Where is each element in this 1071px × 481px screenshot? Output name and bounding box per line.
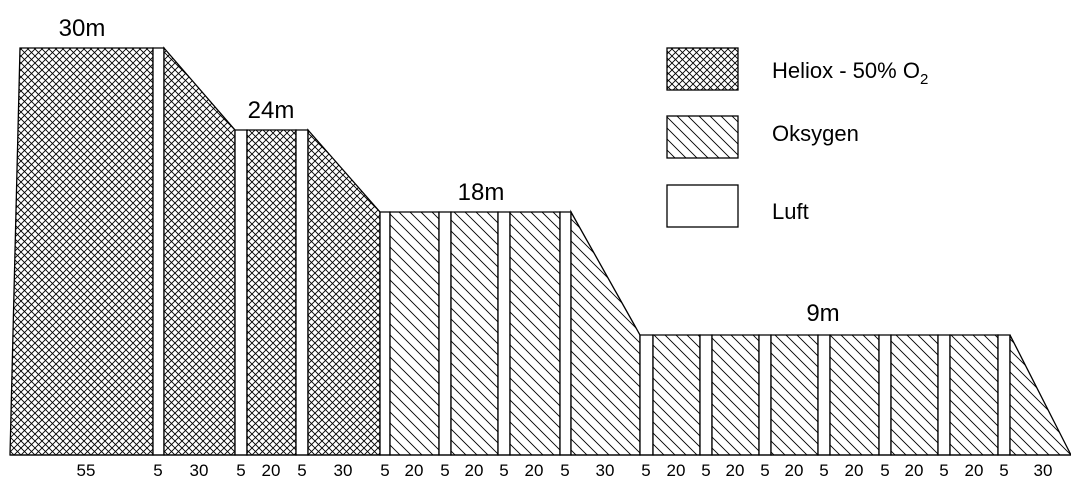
- segment-28-oxygen: [1009, 334, 1071, 456]
- time-label-27: 5: [999, 461, 1008, 480]
- time-label-17: 5: [701, 461, 710, 480]
- time-label-5: 5: [297, 461, 306, 480]
- time-label-11: 5: [499, 461, 508, 480]
- time-label-12: 20: [525, 461, 544, 480]
- time-label-8: 20: [405, 461, 424, 480]
- time-label-9: 5: [440, 461, 449, 480]
- segment-19-air: [758, 334, 772, 456]
- segment-23-air: [878, 334, 892, 456]
- segment-25-air: [937, 334, 951, 456]
- segment-12-oxygen: [509, 211, 561, 456]
- time-label-3: 5: [236, 461, 245, 480]
- segment-9-air: [438, 211, 452, 456]
- segment-5-air: [295, 129, 309, 456]
- time-label-21: 5: [819, 461, 828, 480]
- time-label-15: 5: [641, 461, 650, 480]
- time-label-6: 30: [334, 461, 353, 480]
- segment-22-oxygen: [829, 334, 880, 456]
- time-label-22: 20: [845, 461, 864, 480]
- time-label-10: 20: [465, 461, 484, 480]
- time-label-7: 5: [380, 461, 389, 480]
- depth-label-30m: 30m: [59, 15, 106, 42]
- segment-16-oxygen: [652, 334, 701, 456]
- segment-6-heliox: [307, 128, 381, 456]
- segment-1-air: [152, 47, 165, 456]
- segment-14-oxygen: [570, 209, 641, 456]
- time-label-2: 30: [190, 461, 209, 480]
- segment-15-air: [639, 334, 654, 456]
- segment-13-air: [559, 211, 572, 456]
- time-labels: 55 5 30 5 20 5 30 5 20 5 20 5 20 5 30 5 20 5 20 5 20 5 20 5 20 5 2…: [77, 461, 1053, 480]
- time-label-14: 30: [596, 461, 615, 480]
- time-label-20: 20: [785, 461, 804, 480]
- legend-swatch-heliox: [666, 47, 739, 91]
- segment-20-oxygen: [770, 334, 819, 456]
- segment-18-oxygen: [711, 334, 760, 456]
- legend-swatch-air: [666, 184, 739, 228]
- time-label-0: 55: [77, 461, 96, 480]
- time-label-19: 5: [760, 461, 769, 480]
- time-label-1: 5: [153, 461, 162, 480]
- legend-label-oxygen: Oksygen: [772, 121, 859, 146]
- segment-7-air: [379, 211, 391, 456]
- depth-label-18m: 18m: [458, 179, 505, 206]
- segment-heliox-descent: [9, 47, 154, 456]
- legend-label-air: Luft: [772, 199, 809, 224]
- segment-4-heliox: [246, 129, 297, 456]
- time-label-16: 20: [667, 461, 686, 480]
- time-label-23: 5: [880, 461, 889, 480]
- segment-17-air: [699, 334, 713, 456]
- legend: Heliox - 50% O2 Oksygen Luft: [666, 47, 928, 228]
- time-label-24: 20: [905, 461, 924, 480]
- segment-21-air: [817, 334, 831, 456]
- time-label-28: 30: [1034, 461, 1053, 480]
- segment-24-oxygen: [890, 334, 939, 456]
- profile-segments: [9, 46, 1071, 456]
- segment-11-air: [497, 211, 511, 456]
- legend-label-heliox: Heliox - 50% O2: [772, 58, 928, 88]
- segment-2-heliox: [163, 46, 236, 456]
- time-label-4: 20: [262, 461, 281, 480]
- time-label-26: 20: [965, 461, 984, 480]
- segment-10-oxygen: [450, 211, 499, 456]
- time-label-18: 20: [726, 461, 745, 480]
- segment-3-air: [234, 129, 248, 456]
- segment-26-oxygen: [949, 334, 999, 456]
- segment-8-oxygen: [389, 211, 440, 456]
- depth-label-9m: 9m: [806, 300, 839, 327]
- legend-swatch-oxygen: [666, 115, 739, 159]
- time-label-13: 5: [560, 461, 569, 480]
- segment-27-air: [997, 334, 1011, 456]
- time-label-25: 5: [939, 461, 948, 480]
- depth-label-24m: 24m: [248, 97, 295, 124]
